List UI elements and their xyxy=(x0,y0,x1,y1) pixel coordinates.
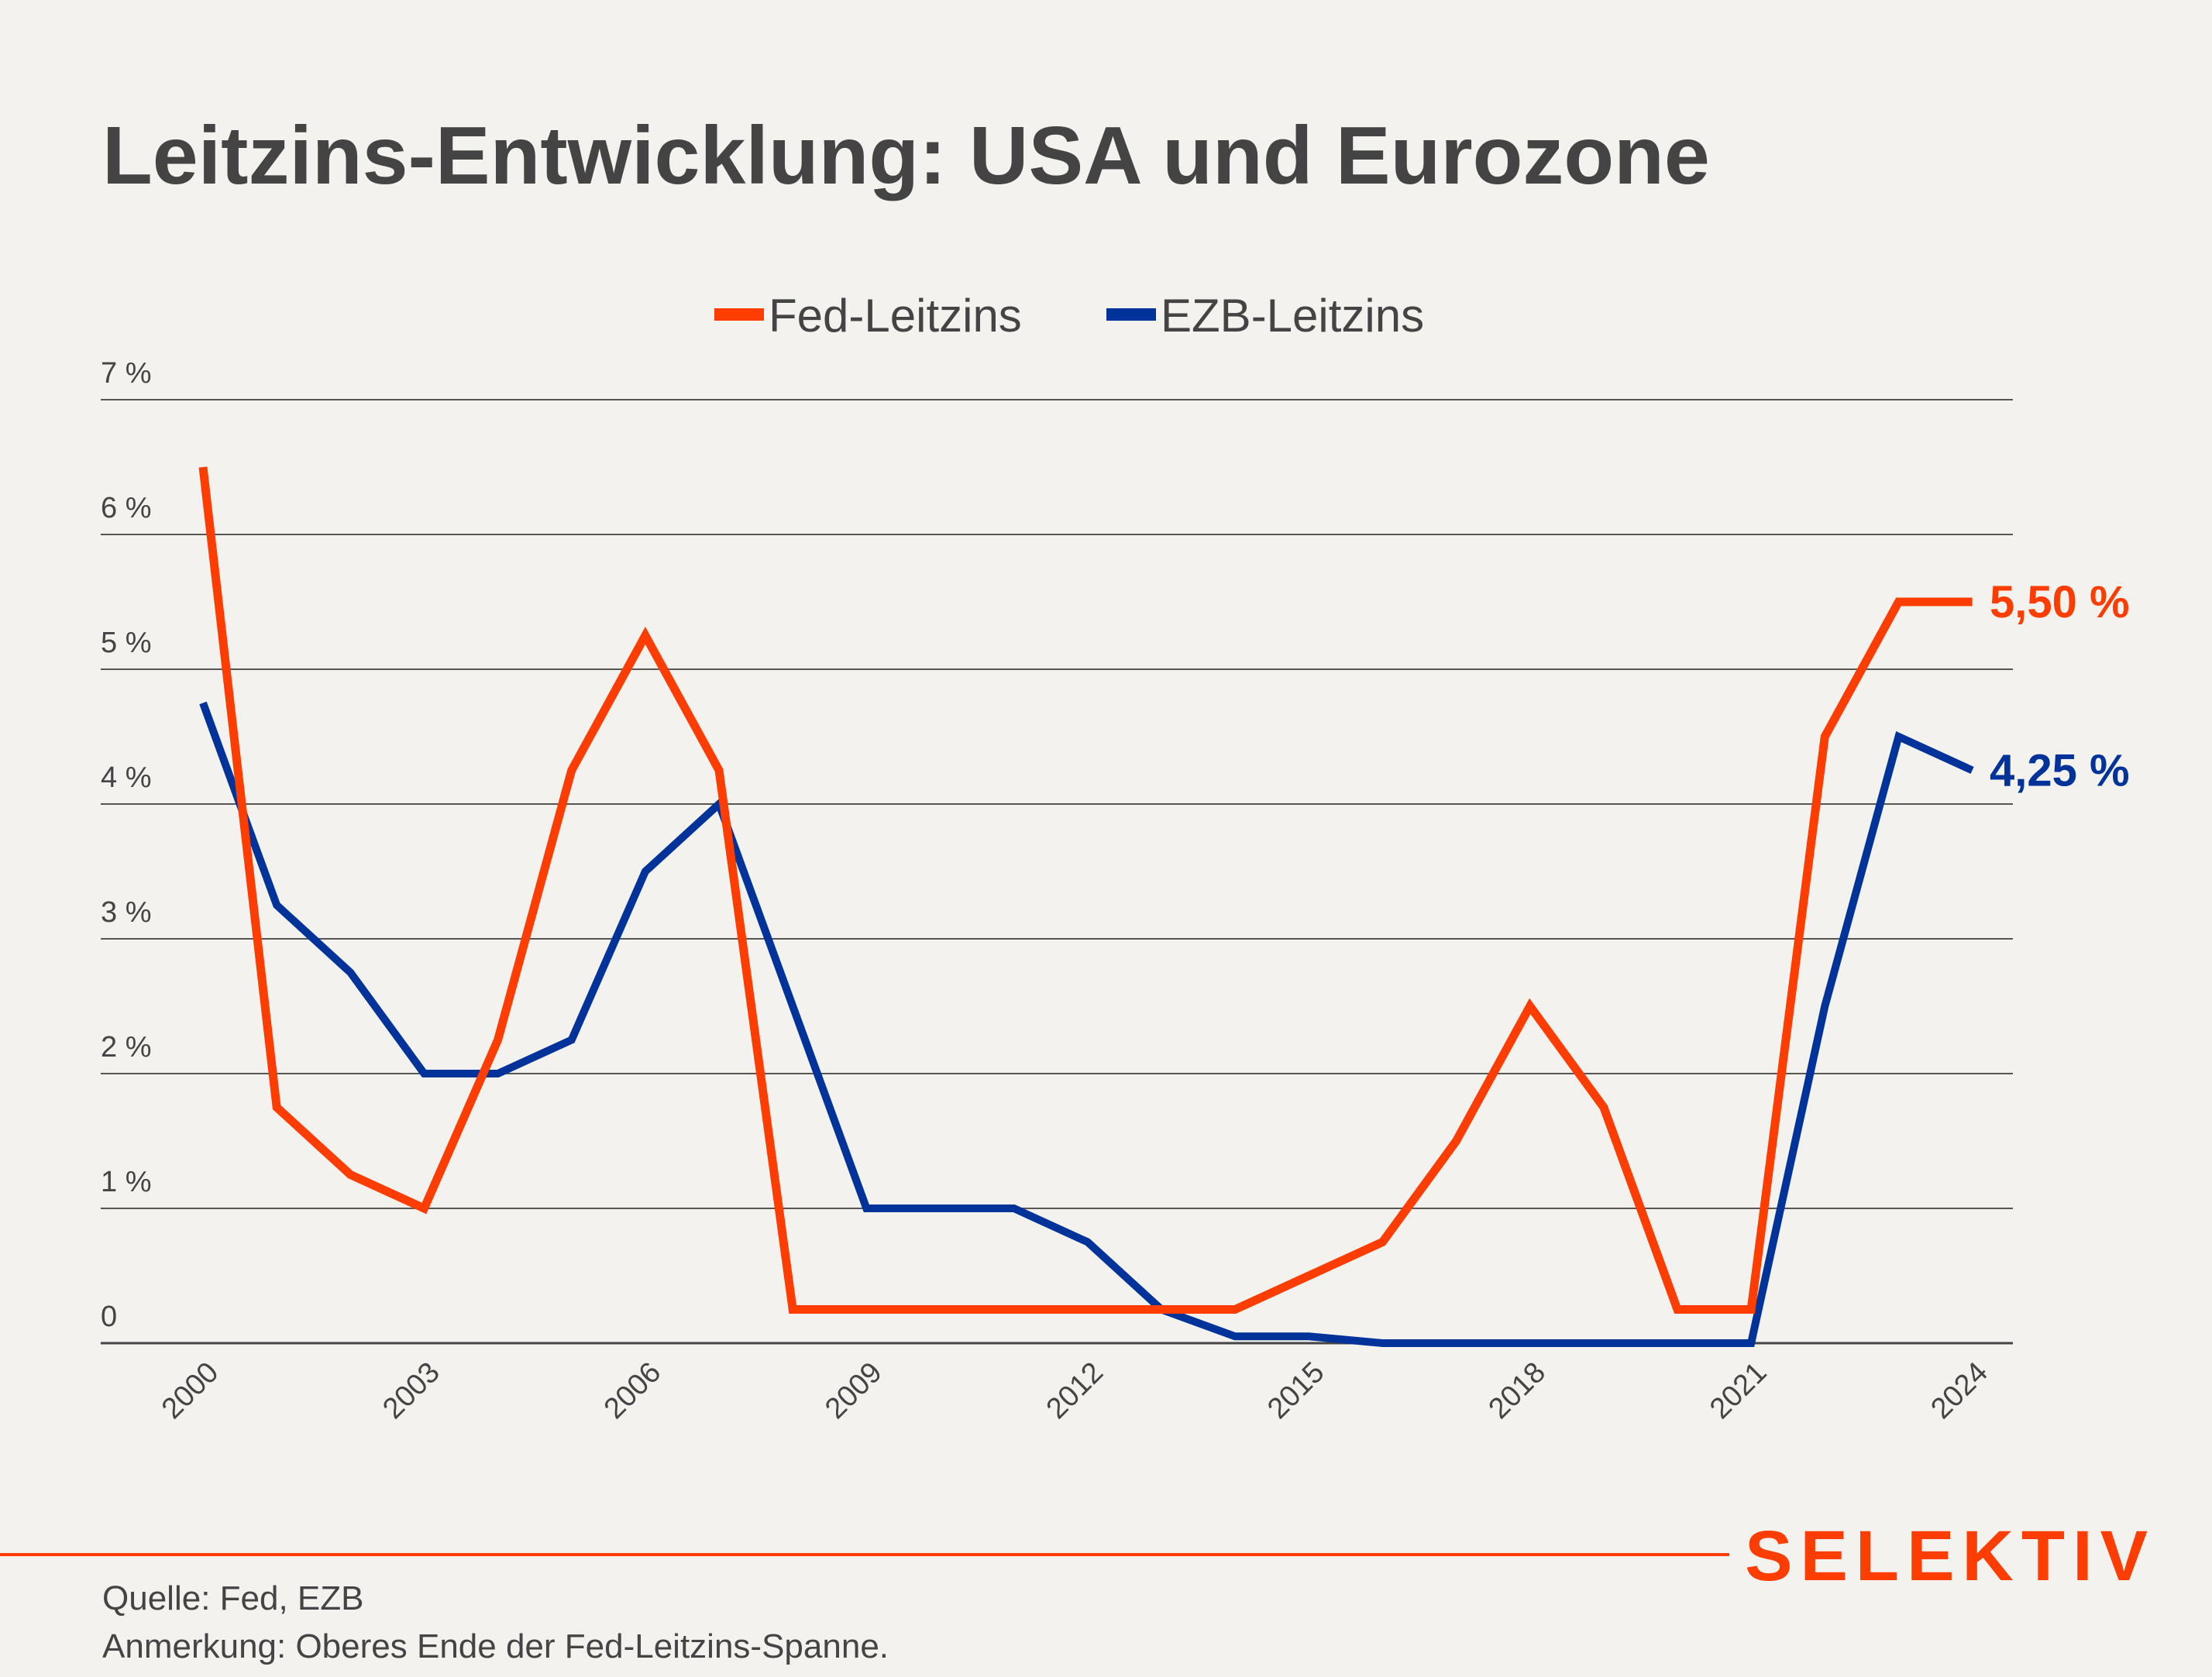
x-tick-label: 2021 xyxy=(1704,1356,1773,1425)
legend-label: Fed-Leitzins xyxy=(769,290,1022,342)
annotation-note: Anmerkung: Oberes Ende der Fed-Leitzins-… xyxy=(102,1627,889,1665)
y-tick-label: 3 % xyxy=(101,896,151,929)
x-axis: 2000 2003 2006 2009 2012 2015 2018 2021 2024 xyxy=(156,1356,1994,1425)
x-tick-label: 2003 xyxy=(377,1356,445,1425)
x-tick-label: 2012 xyxy=(1041,1356,1109,1425)
x-tick-label: 2018 xyxy=(1483,1356,1552,1425)
x-tick-label: 2000 xyxy=(156,1356,225,1425)
legend-swatch xyxy=(714,308,764,321)
legend-swatch xyxy=(1106,308,1156,321)
selektiv-logo: SELEKTIV xyxy=(1745,1517,2155,1596)
end-label-ezb: 4,25 % xyxy=(1990,746,2130,796)
gridlines xyxy=(101,399,2013,1345)
series-line-fed xyxy=(198,466,1973,1314)
legend-label: EZB-Leitzins xyxy=(1161,290,1424,342)
y-tick-label: 4 % xyxy=(101,761,151,794)
chart-title: Leitzins-Entwicklung: USA und Eurozone xyxy=(102,110,1710,201)
x-tick-label: 2006 xyxy=(598,1356,667,1425)
series-lines xyxy=(198,466,1974,1347)
end-labels: 5,50 % 4,25 % xyxy=(1990,577,2130,796)
series-line-ezb xyxy=(199,701,1974,1347)
y-tick-label: 6 % xyxy=(101,492,151,524)
y-tick-label: 1 % xyxy=(101,1166,151,1198)
source-note: Quelle: Fed, EZB xyxy=(102,1579,363,1617)
x-tick-label: 2015 xyxy=(1261,1356,1330,1425)
y-tick-label: 0 xyxy=(101,1301,117,1333)
end-label-fed: 5,50 % xyxy=(1990,577,2130,627)
x-tick-label: 2009 xyxy=(819,1356,888,1425)
y-axis: 0 1 % 2 % 3 % 4 % 5 % 6 % 7 % xyxy=(101,357,151,1333)
y-tick-label: 2 % xyxy=(101,1031,151,1064)
x-tick-label: 2024 xyxy=(1925,1356,1994,1425)
y-tick-label: 7 % xyxy=(101,357,151,390)
y-tick-label: 5 % xyxy=(101,627,151,659)
legend: Fed-Leitzins EZB-Leitzins xyxy=(714,290,1424,342)
